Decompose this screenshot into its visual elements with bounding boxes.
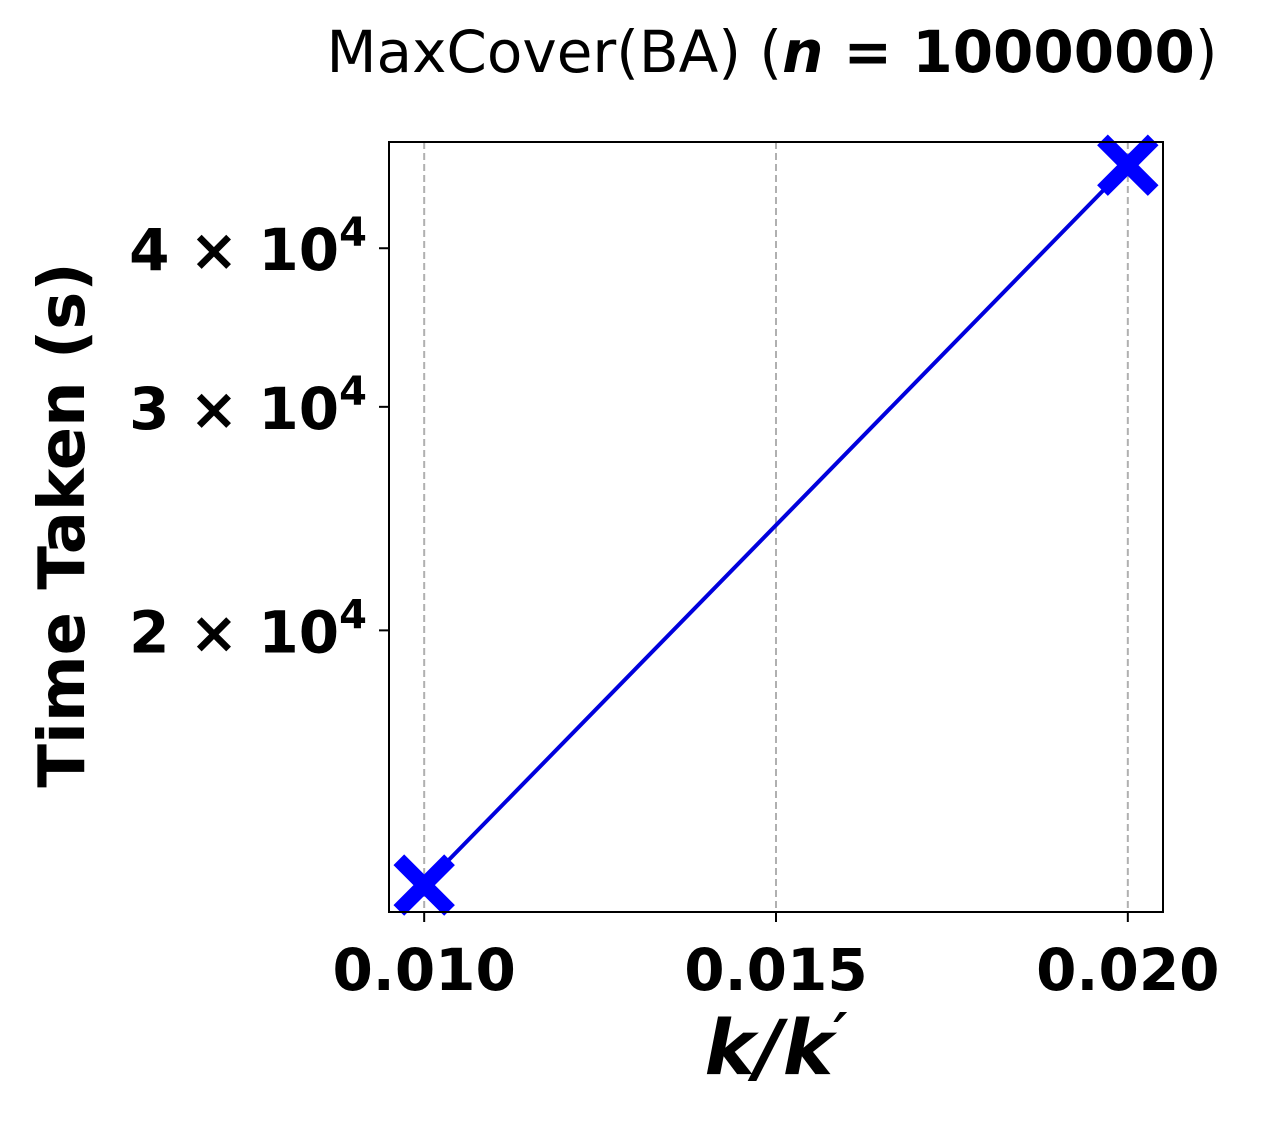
title-value: 1000000	[912, 18, 1195, 86]
data-point-marker	[1097, 134, 1159, 196]
title-prefix: MaxCover(BA) (	[327, 18, 783, 86]
chart-title: MaxCover(BA) (n = 1000000)	[327, 18, 1218, 86]
x-label-prime-mark: ′	[833, 1002, 847, 1065]
x-axis-label: k/k′	[704, 1002, 847, 1092]
data-point-marker	[393, 854, 455, 916]
x-tick-label: 0.020	[1036, 936, 1219, 1004]
x-label-k: k	[704, 1003, 759, 1092]
title-equals: =	[823, 18, 912, 86]
x-tick-label: 0.015	[684, 936, 867, 1004]
x-label-k-prime: k	[783, 1003, 838, 1092]
series-line	[422, 163, 1130, 887]
x-axis-ticks: 0.010 0.015 0.020	[332, 912, 1220, 1004]
y-tick-label: 4 × 104	[129, 210, 367, 284]
y-tick-label: 3 × 104	[129, 369, 367, 443]
title-suffix: )	[1195, 18, 1218, 86]
x-tick-label: 0.010	[332, 936, 515, 1004]
title-variable: n	[782, 18, 823, 86]
y-axis-label: Time Taken (s)	[26, 262, 100, 787]
y-axis-ticks: 2 × 104 3 × 104 4 × 104	[129, 210, 389, 666]
data-series	[393, 134, 1159, 916]
y-tick-label: 2 × 104	[129, 592, 367, 666]
